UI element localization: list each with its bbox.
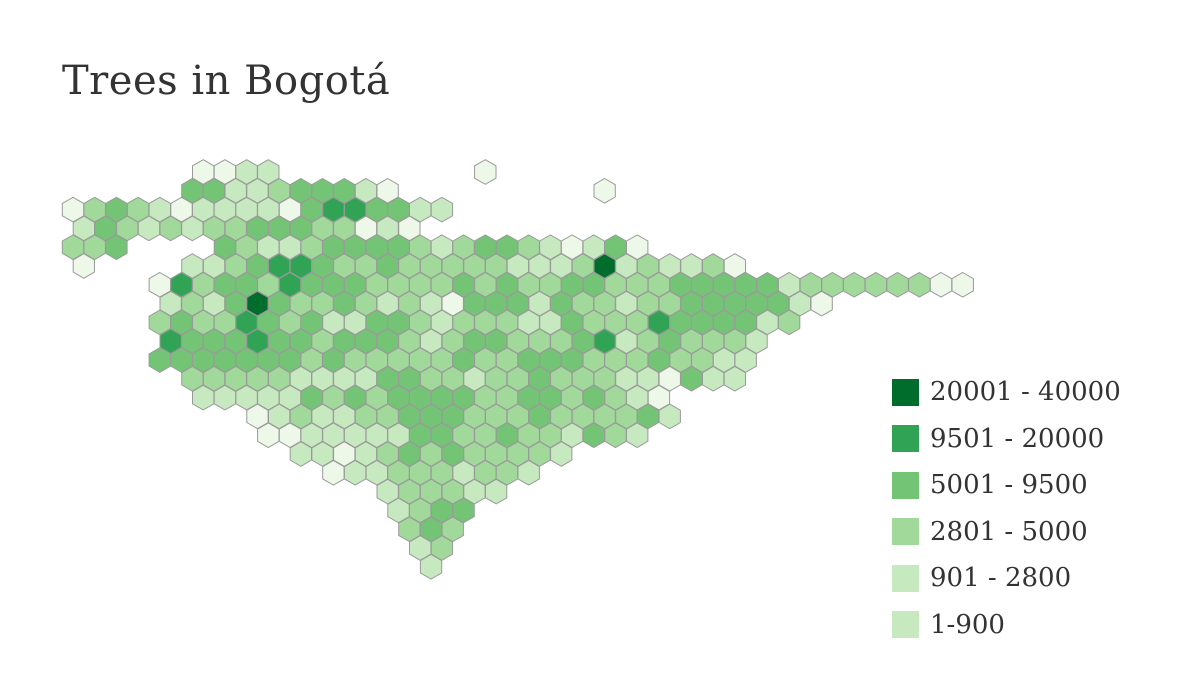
hex-cell — [777, 309, 801, 336]
legend-swatch — [892, 378, 919, 406]
legend-swatch — [892, 471, 919, 499]
legend-swatch — [892, 518, 919, 545]
legend-item: 901 - 2800 — [892, 563, 1121, 593]
legend-label: 9501 - 20000 — [930, 423, 1105, 454]
hex-cell — [810, 290, 833, 317]
legend-label: 1-900 — [930, 609, 1005, 640]
hex-cell — [723, 365, 746, 392]
hex-cell — [864, 271, 888, 298]
legend-item: 9501 - 20000 — [892, 423, 1121, 454]
hex-cell — [485, 478, 508, 505]
legend-label: 901 - 2800 — [930, 563, 1072, 593]
legend-item: 5001 - 9500 — [892, 470, 1121, 500]
legend-label: 2801 - 5000 — [930, 516, 1088, 547]
legend-label: 20001 - 40000 — [930, 377, 1121, 407]
hex-cell — [517, 459, 540, 486]
hex-cell — [593, 177, 616, 204]
hex-cell — [929, 271, 953, 298]
legend-label: 5001 - 9500 — [930, 470, 1088, 500]
legend-item: 2801 - 5000 — [892, 516, 1121, 547]
hex-cell — [72, 253, 95, 279]
hex-cell — [550, 441, 573, 467]
legend: 20001 - 40000 9501 - 20000 5001 - 9500 2801… — [892, 377, 1121, 657]
hex-cell — [419, 553, 443, 580]
hex-cell — [908, 271, 931, 298]
hex-cell — [843, 271, 866, 298]
hex-cell — [626, 422, 649, 449]
hex-cell — [658, 403, 681, 430]
legend-item: 20001 - 40000 — [892, 377, 1121, 407]
legend-swatch — [892, 611, 919, 638]
legend-item: 1-900 — [892, 609, 1121, 640]
hex-cell — [886, 271, 909, 298]
legend-swatch — [892, 564, 919, 592]
legend-swatch — [892, 425, 919, 452]
hex-cell — [430, 196, 454, 223]
hex-cell — [474, 159, 497, 185]
hex-cell — [105, 234, 128, 261]
map-title: Trees in Bogotá — [62, 58, 391, 104]
hex-cell — [951, 271, 974, 298]
